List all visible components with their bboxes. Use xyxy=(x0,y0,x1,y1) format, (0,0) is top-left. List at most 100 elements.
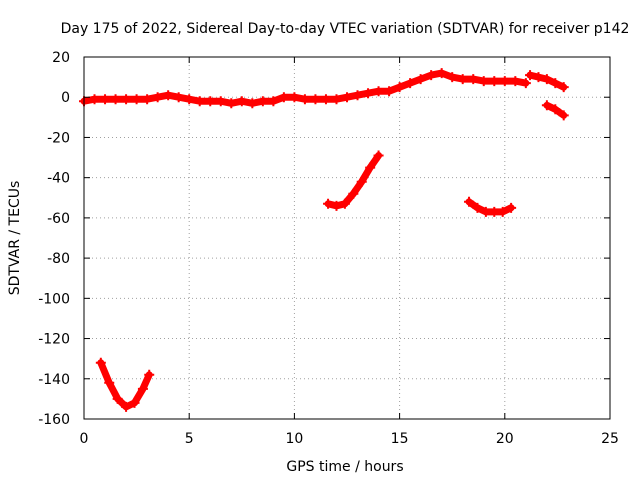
data-point-marker xyxy=(104,377,115,388)
data-point-marker xyxy=(236,96,247,107)
data-point-marker xyxy=(373,150,384,161)
data-point-marker xyxy=(541,74,552,85)
x-tick-label: 5 xyxy=(185,431,194,447)
data-point-marker xyxy=(365,162,376,173)
data-point-marker xyxy=(506,202,517,213)
data-point-marker xyxy=(320,94,331,105)
data-point-marker xyxy=(499,76,510,87)
data-point-marker xyxy=(215,96,226,107)
data-point-marker xyxy=(550,104,561,115)
data-point-marker xyxy=(112,393,123,404)
x-axis-label: GPS time / hours xyxy=(286,459,403,475)
series-trace-11-14 xyxy=(323,150,384,211)
data-point-marker xyxy=(137,383,148,394)
data-point-marker xyxy=(457,74,468,85)
data-point-marker xyxy=(110,94,121,105)
y-tick-label: 0 xyxy=(61,90,70,106)
data-point-marker xyxy=(131,94,142,105)
data-point-marker xyxy=(299,94,310,105)
data-point-marker xyxy=(323,198,334,209)
data-point-marker xyxy=(478,76,489,87)
data-point-marker xyxy=(426,70,437,81)
data-point-marker xyxy=(331,200,342,211)
data-point-marker xyxy=(278,92,289,103)
chart-title: Day 175 of 2022, Sidereal Day-to-day VTE… xyxy=(61,21,630,37)
data-point-marker xyxy=(247,98,258,109)
x-tick-label: 0 xyxy=(80,431,89,447)
data-point-marker xyxy=(550,78,561,89)
data-point-marker xyxy=(205,96,216,107)
data-point-marker xyxy=(558,82,569,93)
data-point-marker xyxy=(142,94,153,105)
data-point-marker xyxy=(464,196,475,207)
y-tick-label: -60 xyxy=(47,211,70,227)
x-tick-label: 20 xyxy=(496,431,514,447)
y-tick-label: -20 xyxy=(47,130,70,146)
data-point-marker xyxy=(352,90,363,101)
y-tick-labels: 20 0 -20 -40 -60 -80 -100 -120 -140 -160 xyxy=(38,50,70,428)
y-tick-label: -80 xyxy=(47,251,70,267)
data-point-marker xyxy=(89,94,100,105)
y-tick-label: -140 xyxy=(38,372,70,388)
data-point-marker xyxy=(257,96,268,107)
data-point-marker xyxy=(268,96,279,107)
data-point-marker xyxy=(510,76,521,87)
series-trace-18-20 xyxy=(464,196,517,217)
y-tick-label: -120 xyxy=(38,332,70,348)
data-point-marker xyxy=(558,110,569,121)
y-tick-label: -160 xyxy=(38,412,70,428)
data-point-marker xyxy=(405,78,416,89)
data-point-marker xyxy=(163,90,174,101)
data-point-marker xyxy=(489,206,500,217)
data-point-marker xyxy=(489,76,500,87)
data-point-marker xyxy=(356,176,367,187)
data-point-marker xyxy=(152,92,163,103)
series-main-band xyxy=(79,68,531,109)
data-point-marker xyxy=(348,188,359,199)
data-point-marker xyxy=(363,88,374,99)
plot-frame xyxy=(83,56,611,420)
y-tick-label: -100 xyxy=(38,291,70,307)
series-trace-1-3 xyxy=(95,357,155,412)
x-tick-label: 10 xyxy=(285,431,303,447)
data-point-marker xyxy=(436,68,447,79)
data-point-marker xyxy=(121,94,132,105)
data-point-marker xyxy=(394,82,405,93)
data-point-marker xyxy=(533,72,544,83)
axis-ticks xyxy=(83,56,611,420)
data-point-marker xyxy=(194,96,205,107)
data-point-marker xyxy=(342,92,352,103)
data-point-marker xyxy=(144,369,155,380)
series-trace-21-23 xyxy=(525,70,569,93)
data-point-marker xyxy=(226,98,237,109)
data-point-marker xyxy=(373,86,384,97)
data-point-marker xyxy=(497,206,508,217)
data-point-marker xyxy=(480,206,491,217)
data-point-marker xyxy=(447,72,458,83)
data-point-marker xyxy=(520,78,531,89)
data-series xyxy=(79,68,569,412)
y-axis-label: SDTVAR / TECUs xyxy=(7,181,23,296)
x-tick-label: 15 xyxy=(391,431,409,447)
data-point-marker xyxy=(121,401,132,412)
y-tick-label: -40 xyxy=(47,171,70,187)
data-point-marker xyxy=(384,86,395,97)
x-tick-label: 25 xyxy=(601,431,619,447)
data-point-marker xyxy=(100,94,111,105)
data-point-marker xyxy=(472,202,483,213)
data-point-marker xyxy=(339,198,350,209)
data-point-marker xyxy=(289,92,300,103)
series-trace-22-23-descent xyxy=(541,100,569,121)
data-point-marker xyxy=(310,94,321,105)
data-point-marker xyxy=(173,92,184,103)
data-point-marker xyxy=(129,397,140,408)
grid-lines xyxy=(84,57,610,419)
data-point-marker xyxy=(525,70,536,81)
y-tick-label: 20 xyxy=(52,50,70,66)
x-tick-labels: 0 5 10 15 20 25 xyxy=(80,431,619,447)
data-point-marker xyxy=(541,100,552,111)
data-point-marker xyxy=(331,94,342,105)
data-point-marker xyxy=(184,94,195,105)
data-point-marker xyxy=(95,357,106,368)
